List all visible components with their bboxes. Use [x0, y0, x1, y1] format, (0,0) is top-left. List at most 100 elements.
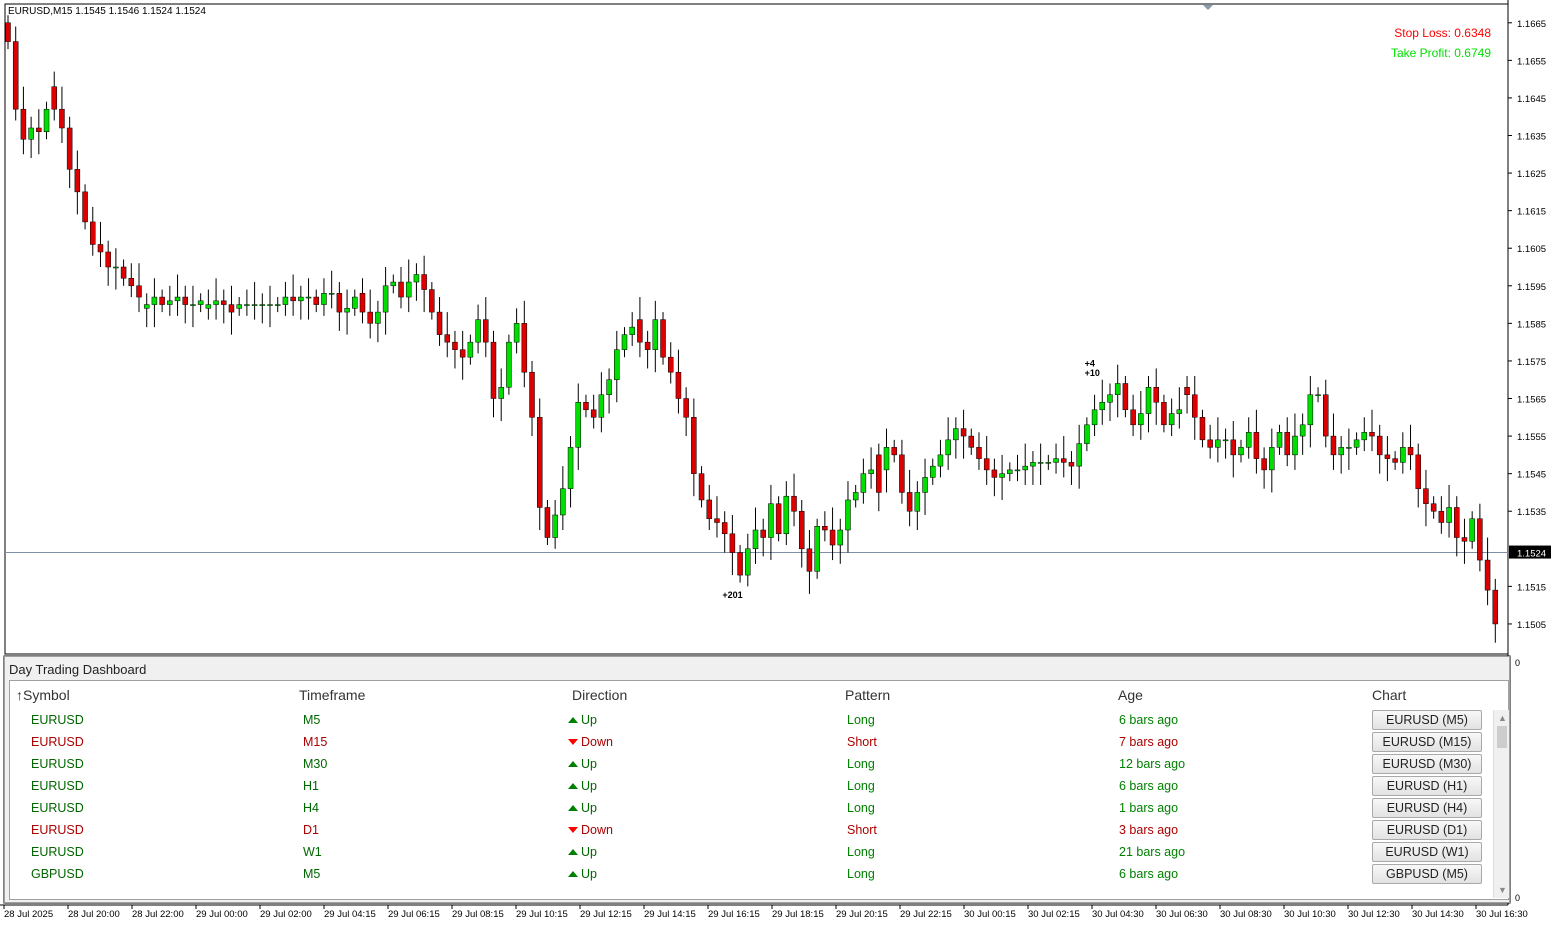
- column-header-chart[interactable]: Chart: [1372, 687, 1407, 703]
- bullish-candle: [1269, 447, 1275, 471]
- bearish-candle: [444, 334, 451, 343]
- bullish-candle: [837, 529, 844, 546]
- bullish-candle: [1037, 462, 1044, 464]
- arrow-up-icon: [568, 717, 578, 723]
- bearish-candle: [336, 293, 343, 313]
- open-chart-button[interactable]: EURUSD (M15): [1372, 732, 1482, 752]
- bearish-candle: [1192, 394, 1198, 418]
- open-chart-button[interactable]: GBPUSD (M5): [1372, 864, 1482, 884]
- price-tick-label: 1.1605: [1517, 244, 1546, 255]
- bearish-candle: [1330, 435, 1337, 456]
- bullish-candle: [1400, 447, 1406, 463]
- column-header-symbol[interactable]: ↑Symbol: [16, 687, 70, 703]
- bearish-candle: [182, 296, 188, 305]
- bearish-candle: [105, 251, 111, 268]
- bearish-candle: [1392, 458, 1398, 463]
- dashboard-row[interactable]: EURUSD W1 Up Long 21 bars ago EURUSD (W1): [10, 842, 1490, 864]
- price-tick-label: 1.1635: [1517, 132, 1546, 143]
- bearish-candle: [1153, 386, 1159, 403]
- row-pattern: Long: [847, 801, 875, 815]
- bearish-candle: [120, 266, 127, 279]
- bullish-candle: [845, 499, 851, 531]
- time-tick-label: 28 Jul 22:00: [132, 909, 184, 920]
- dashboard-row[interactable]: EURUSD M30 Up Long 12 bars ago EURUSD (M30): [10, 754, 1490, 776]
- shift-marker-icon: [1203, 5, 1213, 10]
- time-tick-label: 30 Jul 16:30: [1476, 909, 1528, 920]
- arrow-down-icon: [568, 739, 578, 745]
- bearish-candle: [1122, 383, 1129, 411]
- row-age: 1 bars ago: [1119, 801, 1179, 815]
- dashboard-row[interactable]: EURUSD M15 Down Short 7 bars ago EURUSD (M15): [10, 732, 1490, 754]
- bearish-candle: [706, 499, 713, 519]
- stop-loss-label: Stop Loss: 0.6348: [1394, 26, 1491, 40]
- bearish-candle: [899, 454, 905, 493]
- time-tick-label: 29 Jul 10:15: [516, 909, 568, 920]
- bearish-candle: [1369, 432, 1375, 437]
- bullish-candle: [1469, 518, 1475, 542]
- row-direction: Down: [568, 735, 613, 749]
- scroll-thumb[interactable]: [1497, 726, 1507, 748]
- bullish-candle: [43, 108, 50, 132]
- bullish-candle: [621, 334, 628, 350]
- bearish-candle: [228, 304, 235, 313]
- row-symbol: EURUSD: [31, 779, 84, 793]
- dashboard-row[interactable]: GBPUSD M5 Up Long 6 bars ago GBPUSD (M5): [10, 864, 1490, 886]
- row-symbol: EURUSD: [31, 713, 84, 727]
- column-header-timeframe[interactable]: Timeframe: [299, 687, 366, 703]
- bullish-candle: [190, 304, 196, 306]
- bearish-candle: [1068, 462, 1075, 467]
- price-tick-label: 1.1615: [1517, 207, 1546, 218]
- dashboard-row[interactable]: EURUSD H4 Up Long 1 bars ago EURUSD (H4): [10, 798, 1490, 820]
- bearish-candle: [1284, 432, 1290, 456]
- scroll-up-arrow-icon[interactable]: ▲: [1498, 713, 1507, 723]
- bullish-candle: [1030, 462, 1036, 467]
- open-chart-button[interactable]: EURUSD (W1): [1372, 842, 1482, 862]
- row-symbol: EURUSD: [31, 757, 84, 771]
- bullish-candle: [1022, 465, 1028, 471]
- column-header-pattern[interactable]: Pattern: [845, 687, 891, 703]
- dashboard-row[interactable]: EURUSD D1 Down Short 3 bars ago EURUSD (D1): [10, 820, 1490, 842]
- bearish-candle: [791, 495, 797, 512]
- bearish-candle: [5, 22, 11, 42]
- bullish-candle: [1361, 432, 1368, 441]
- bullish-candle: [868, 469, 874, 474]
- open-chart-button[interactable]: EURUSD (D1): [1372, 820, 1482, 840]
- open-chart-button[interactable]: EURUSD (M30): [1372, 754, 1482, 774]
- vertical-scrollbar[interactable]: ▲ ▼: [1493, 710, 1509, 898]
- bullish-candle: [113, 266, 119, 269]
- column-header-direction[interactable]: Direction: [572, 687, 628, 703]
- dashboard-row[interactable]: EURUSD H1 Up Long 6 bars ago EURUSD (H1): [10, 776, 1490, 798]
- column-header-age[interactable]: Age: [1118, 687, 1143, 703]
- open-chart-button[interactable]: EURUSD (H4): [1372, 798, 1482, 818]
- bullish-candle: [267, 304, 273, 306]
- bullish-candle: [1053, 458, 1059, 463]
- row-direction: Up: [568, 801, 597, 815]
- row-symbol: EURUSD: [31, 823, 84, 837]
- bullish-candle: [768, 503, 774, 538]
- bullish-candle: [1014, 469, 1021, 472]
- current-price-label: 1.1524: [1517, 549, 1546, 560]
- open-chart-button[interactable]: EURUSD (M5): [1372, 710, 1482, 730]
- bearish-candle: [829, 529, 836, 546]
- scroll-down-arrow-icon[interactable]: ▼: [1498, 885, 1507, 895]
- bullish-candle: [1007, 469, 1013, 474]
- time-tick-label: 29 Jul 02:00: [260, 909, 312, 920]
- row-direction: Up: [568, 713, 597, 727]
- dashboard-title: Day Trading Dashboard: [9, 662, 147, 677]
- bullish-candle: [1091, 409, 1098, 426]
- bearish-candle: [906, 492, 913, 512]
- bearish-candle: [983, 458, 990, 471]
- bearish-candle: [1492, 589, 1499, 625]
- open-chart-button[interactable]: EURUSD (H1): [1372, 776, 1482, 796]
- bullish-candle: [475, 319, 481, 343]
- dashboard-row[interactable]: EURUSD M5 Up Long 6 bars ago EURUSD (M5): [10, 710, 1490, 732]
- bullish-candle: [1176, 409, 1183, 414]
- bullish-candle: [151, 296, 158, 305]
- bearish-candle: [436, 311, 443, 335]
- day-trading-dashboard: Day Trading Dashboard ↑Symbol Timeframe …: [4, 656, 1510, 903]
- row-pattern: Short: [847, 735, 877, 749]
- bullish-candle: [167, 300, 173, 305]
- row-symbol: EURUSD: [31, 801, 84, 815]
